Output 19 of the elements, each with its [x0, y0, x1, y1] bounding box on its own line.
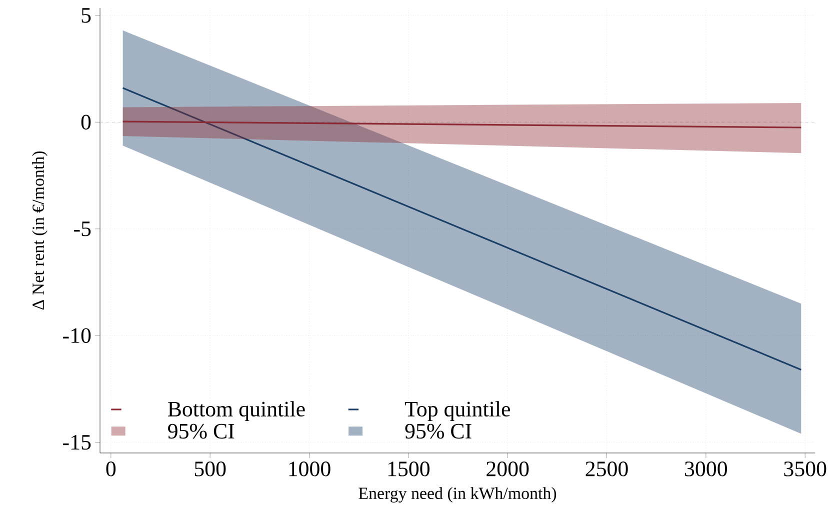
- y-axis-title: Δ Net rent (in €/month): [32, 151, 48, 310]
- y-tick-label: 5: [82, 8, 91, 23]
- x-tick-label: 1500: [388, 462, 430, 476]
- x-tick-label: 3000: [685, 462, 728, 476]
- x-tick-label: 0: [106, 462, 116, 476]
- x-tick-label: 500: [194, 462, 226, 476]
- y-tick-label: -10: [63, 328, 91, 343]
- legend-label: Top quintile: [404, 401, 510, 421]
- x-tick-label: 1000: [289, 462, 330, 476]
- x-tick-label: 2500: [586, 462, 628, 476]
- y-tick-label: -5: [74, 222, 91, 236]
- legend-label: Bottom quintile: [168, 401, 305, 421]
- y-tick-label: -15: [63, 434, 91, 450]
- y-tick-label: 0: [81, 114, 91, 130]
- annotation: 95% CI: [405, 424, 472, 439]
- x-tick-label: 3500: [784, 462, 826, 476]
- x-axis-title: Energy need (in kWh/month): [358, 487, 556, 503]
- annotation: 95% CI: [168, 424, 234, 439]
- x-tick-label: 2000: [486, 462, 529, 476]
